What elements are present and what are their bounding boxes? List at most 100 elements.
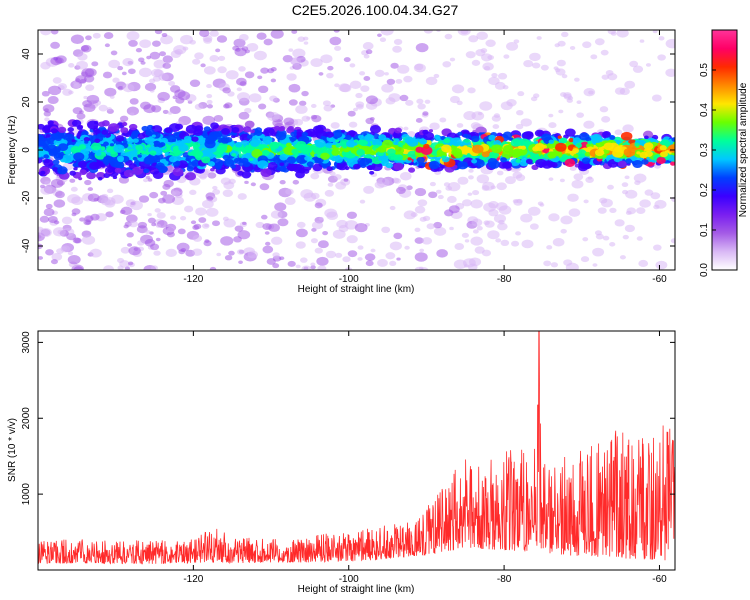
heatmap-cell <box>121 132 126 136</box>
heatmap-cell <box>426 223 435 230</box>
heatmap-cell <box>346 235 358 244</box>
heatmap-cell <box>425 76 438 86</box>
heatmap-cell <box>510 138 522 147</box>
heatmap-cell <box>265 241 271 246</box>
heatmap-cell <box>207 172 217 179</box>
heatmap-cell <box>433 226 447 236</box>
heatmap-cell <box>357 257 363 261</box>
heatmap-cell <box>209 266 217 270</box>
heatmap-cell <box>410 212 418 218</box>
heatmap-cell <box>624 224 635 233</box>
heatmap-cell <box>162 109 169 115</box>
heatmap-cell <box>95 171 106 180</box>
x-tick-label: -100 <box>339 274 359 285</box>
heatmap-cell <box>126 106 139 116</box>
heatmap-cell <box>554 68 561 73</box>
heatmap-cell <box>212 158 224 168</box>
heatmap-cell <box>243 126 252 133</box>
heatmap-cell <box>178 249 186 255</box>
heatmap-cell <box>443 137 451 144</box>
heatmap-cell <box>270 210 283 219</box>
heatmap-cell <box>534 129 545 137</box>
heatmap-cell <box>119 115 129 122</box>
heatmap-cell <box>534 140 539 145</box>
heatmap-cell <box>149 51 161 60</box>
heatmap-cell <box>194 52 204 60</box>
heatmap-cell <box>359 157 371 166</box>
heatmap-cell <box>394 127 402 134</box>
heatmap-cell <box>114 167 122 174</box>
heatmap-cell <box>243 144 255 154</box>
heatmap-cell <box>428 160 440 170</box>
heatmap-cell <box>422 131 435 141</box>
heatmap-cell <box>272 142 278 147</box>
heatmap-cell <box>357 245 364 250</box>
heatmap-cell <box>283 146 295 155</box>
heatmap-cell <box>541 133 552 142</box>
heatmap-cell <box>670 238 675 244</box>
heatmap-cell <box>471 218 483 227</box>
heatmap-cell <box>402 144 409 150</box>
heatmap-cell <box>616 30 629 38</box>
heatmap-cell <box>500 157 507 163</box>
heatmap-cell <box>270 78 277 83</box>
heatmap-cell <box>171 190 181 197</box>
heatmap-cell <box>371 162 383 172</box>
heatmap-cell <box>651 94 662 102</box>
heatmap-cell <box>655 260 668 270</box>
heatmap-cell <box>419 248 425 253</box>
heatmap-cell <box>47 120 54 126</box>
heatmap-cell <box>340 129 346 133</box>
heatmap-cell <box>67 127 74 133</box>
y-tick-label: -40 <box>21 238 32 253</box>
heatmap-cell <box>464 239 470 243</box>
heatmap-cell <box>106 107 113 112</box>
heatmap-cell <box>605 70 614 76</box>
heatmap-cell <box>162 183 171 190</box>
colorbar-label: Normalized spectral amplitude <box>738 82 749 217</box>
heatmap-cell <box>61 154 74 164</box>
heatmap-cell <box>447 195 457 203</box>
colorbar-tick-label: 0.3 <box>699 143 710 157</box>
heatmap-cell <box>145 175 151 180</box>
heatmap-cell <box>560 215 573 225</box>
heatmap-cell <box>461 232 469 238</box>
heatmap-cell <box>576 100 582 104</box>
heatmap-cell <box>257 75 263 80</box>
heatmap-cell <box>300 257 308 263</box>
heatmap-cell <box>381 226 391 234</box>
heatmap-cell <box>172 167 184 177</box>
heatmap-cell <box>581 157 591 165</box>
heatmap-cell <box>120 246 130 254</box>
heatmap-cell <box>441 155 446 159</box>
heatmap-cell <box>296 143 308 153</box>
heatmap-cell <box>609 135 616 140</box>
heatmap-y-label: Frequency (Hz) <box>7 116 18 185</box>
heatmap-cell <box>260 67 269 74</box>
heatmap-cell <box>467 263 478 270</box>
heatmap-cell <box>238 260 243 264</box>
heatmap-cell <box>445 185 453 191</box>
heatmap-cell <box>603 142 614 151</box>
heatmap-cell <box>582 41 592 49</box>
heatmap-cell <box>594 38 605 46</box>
heatmap-cell <box>374 69 385 77</box>
heatmap-cell <box>258 85 269 94</box>
heatmap-cell <box>334 156 343 163</box>
heatmap-cell <box>494 81 506 90</box>
heatmap-cell <box>417 103 426 110</box>
heatmap-cell <box>212 220 221 227</box>
heatmap-cell <box>122 140 128 144</box>
heatmap-cell <box>224 255 233 261</box>
heatmap-cell <box>127 243 133 247</box>
heatmap-cell <box>517 91 525 97</box>
heatmap-cell <box>318 216 324 221</box>
heatmap-cell <box>145 128 155 137</box>
colorbar-tick-label: 0.1 <box>699 223 710 237</box>
heatmap-cell <box>76 60 89 70</box>
heatmap-cell <box>139 39 152 49</box>
heatmap-cell <box>170 215 177 220</box>
heatmap-cell <box>50 56 63 66</box>
heatmap-cell <box>257 160 269 169</box>
heatmap-cell <box>372 138 383 147</box>
